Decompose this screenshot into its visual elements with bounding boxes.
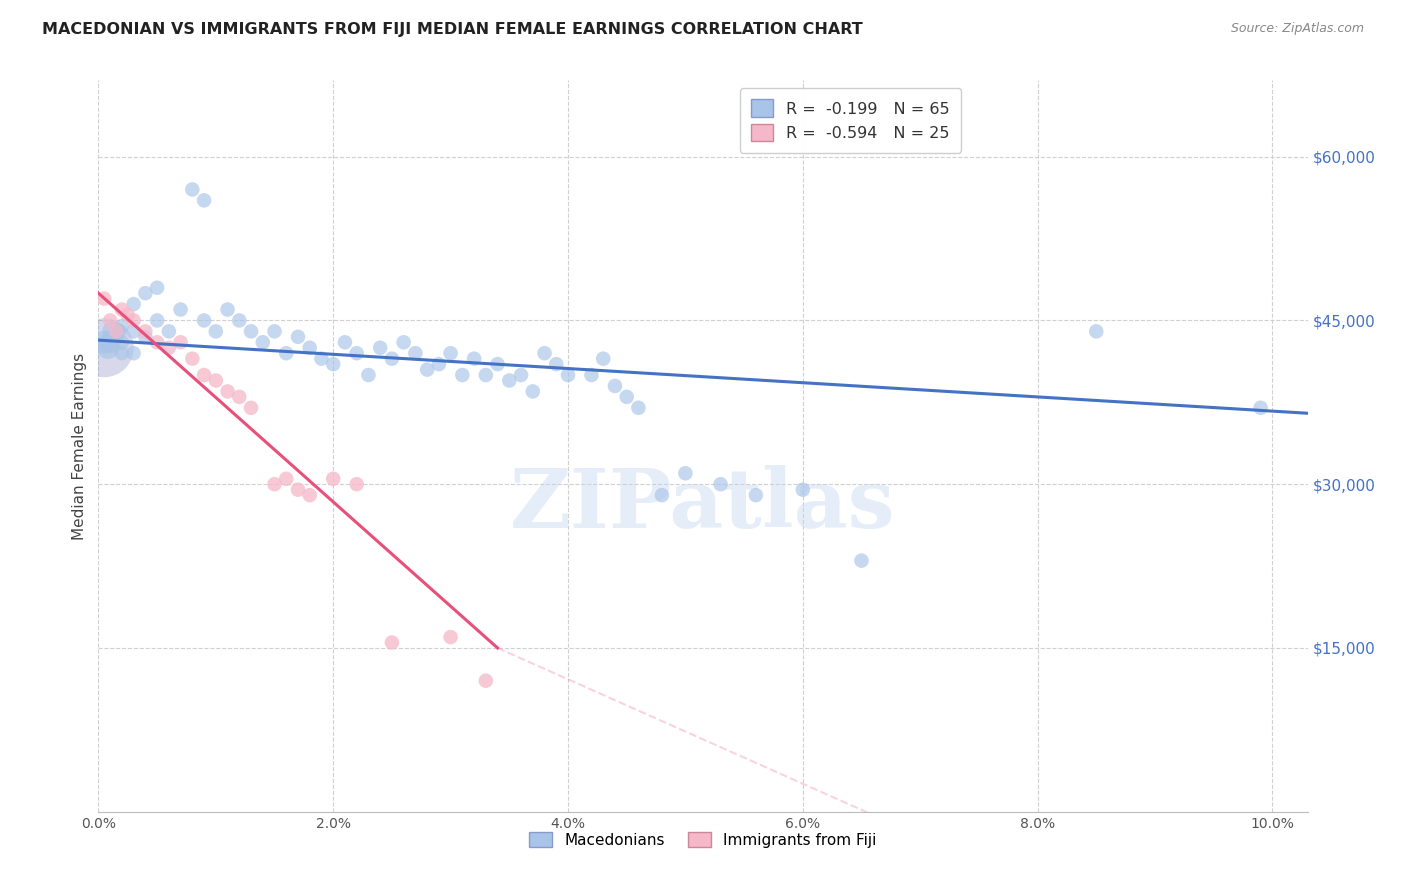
Point (276, 472, 298, 486)
Point (122, 297, 145, 311)
Point (381, 635, 404, 649)
Point (217, 302, 239, 317)
Point (475, 673, 498, 688)
Point (228, 313, 250, 327)
Point (627, 401, 650, 415)
Point (673, 467, 696, 481)
Point (204, 374, 226, 388)
Point (263, 324, 285, 338)
Point (1085, 324, 1108, 338)
Point (98, 335, 121, 350)
Point (592, 351, 614, 366)
Point (146, 335, 169, 350)
Point (134, 324, 156, 338)
Point (416, 362, 439, 376)
Point (111, 335, 134, 350)
Point (193, 194, 215, 208)
Legend: Macedonians, Immigrants from Fiji: Macedonians, Immigrants from Fiji (522, 824, 884, 855)
Point (616, 390, 638, 404)
Point (117, 308, 139, 322)
Point (392, 335, 415, 350)
Point (581, 368, 603, 382)
Point (298, 488, 321, 502)
Point (322, 472, 344, 486)
Point (169, 335, 191, 350)
Point (276, 346, 298, 360)
Point (97, 341, 120, 355)
Point (381, 351, 404, 366)
Point (346, 346, 368, 360)
Point (240, 324, 263, 338)
Point (111, 318, 134, 333)
Point (851, 554, 873, 568)
Point (111, 302, 134, 317)
Text: Source: ZipAtlas.com: Source: ZipAtlas.com (1230, 22, 1364, 36)
Point (427, 357, 450, 371)
Point (792, 483, 814, 497)
Point (181, 182, 204, 196)
Point (93, 292, 115, 306)
Point (146, 281, 169, 295)
Point (333, 335, 356, 350)
Y-axis label: Median Female Earnings: Median Female Earnings (72, 352, 87, 540)
Point (122, 346, 145, 360)
Point (322, 357, 344, 371)
Point (93, 335, 115, 350)
Point (357, 368, 380, 382)
Point (217, 384, 239, 399)
Point (498, 374, 520, 388)
Point (1250, 401, 1272, 415)
Point (311, 351, 333, 366)
Point (105, 330, 128, 344)
Point (404, 346, 426, 360)
Point (111, 346, 134, 360)
Point (157, 341, 180, 355)
Point (122, 313, 145, 327)
Point (204, 324, 226, 338)
Point (439, 630, 461, 644)
Point (603, 379, 626, 393)
Point (101, 324, 124, 338)
Point (368, 341, 391, 355)
Point (105, 324, 128, 338)
Point (169, 302, 191, 317)
Point (122, 324, 145, 338)
Point (134, 286, 156, 301)
Point (557, 368, 579, 382)
Point (745, 488, 768, 502)
Point (252, 335, 274, 350)
Point (439, 346, 461, 360)
Point (157, 324, 180, 338)
Point (451, 368, 474, 382)
Point (546, 357, 568, 371)
Point (486, 357, 509, 371)
Point (475, 368, 498, 382)
Text: MACEDONIAN VS IMMIGRANTS FROM FIJI MEDIAN FEMALE EARNINGS CORRELATION CHART: MACEDONIAN VS IMMIGRANTS FROM FIJI MEDIA… (42, 22, 863, 37)
Point (181, 351, 204, 366)
Text: ZIPatlas: ZIPatlas (510, 465, 896, 544)
Point (263, 477, 285, 491)
Point (298, 341, 321, 355)
Point (287, 330, 309, 344)
Point (98, 313, 121, 327)
Point (134, 330, 156, 344)
Point (93, 341, 115, 355)
Point (346, 477, 368, 491)
Point (108, 324, 131, 338)
Point (651, 488, 673, 502)
Point (193, 313, 215, 327)
Point (287, 483, 309, 497)
Point (228, 390, 250, 404)
Point (710, 477, 733, 491)
Point (193, 368, 215, 382)
Point (146, 313, 169, 327)
Point (522, 384, 544, 399)
Point (240, 401, 263, 415)
Point (510, 368, 533, 382)
Point (533, 346, 555, 360)
Point (463, 351, 485, 366)
